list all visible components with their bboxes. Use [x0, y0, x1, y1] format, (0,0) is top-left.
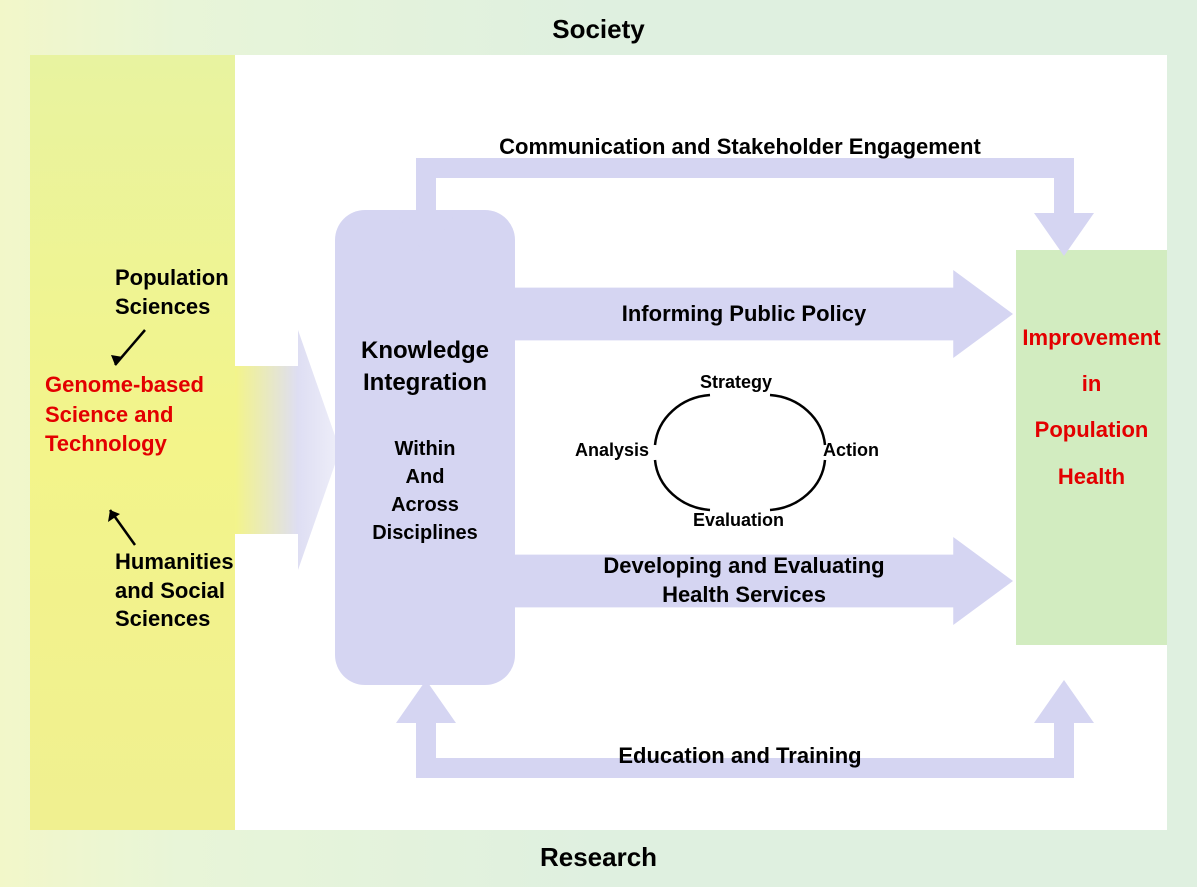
policy-arrow-label: Informing Public Policy [622, 300, 906, 329]
research-label: Research [0, 842, 1197, 873]
society-label: Society [0, 14, 1197, 45]
ki-title: Knowledge Integration [335, 335, 515, 400]
genome-text: Genome-based Science and Technology [45, 370, 220, 459]
humanities-label: Humanities and Social Sciences [115, 548, 234, 634]
cycle-arcs-icon [630, 370, 850, 530]
education-arrow [396, 680, 1094, 795]
arrow-humanities-icon [100, 500, 150, 550]
knowledge-integration-box: Knowledge Integration Within And Across … [335, 210, 515, 685]
outcome-text: Improvement in Population Health [1016, 315, 1167, 500]
arrow-popsci-icon [105, 325, 155, 375]
cycle-action-label: Action [823, 440, 879, 461]
ki-subtitle: Within And Across Disciplines [335, 435, 515, 547]
cycle-analysis-label: Analysis [575, 440, 649, 461]
communication-arrow [396, 98, 1094, 256]
cycle-strategy-label: Strategy [700, 372, 772, 393]
population-sciences-label: Population Sciences [115, 264, 229, 321]
health-services-arrow-label: Developing and Evaluating Health Service… [603, 552, 924, 609]
communication-label: Communication and Stakeholder Engagement [430, 134, 1050, 160]
cycle-evaluation-label: Evaluation [693, 510, 784, 531]
outcome-box: Improvement in Population Health [1016, 250, 1167, 645]
education-label: Education and Training [430, 743, 1050, 769]
